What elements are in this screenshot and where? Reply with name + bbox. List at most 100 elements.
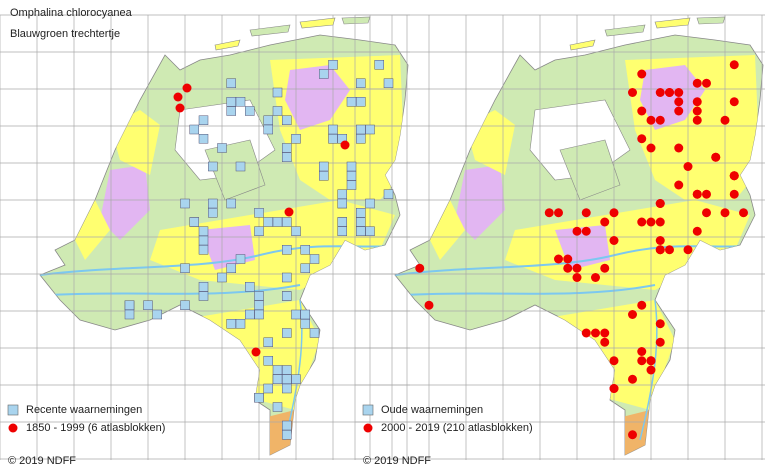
observation-dot (655, 319, 665, 329)
observation-square (300, 319, 310, 329)
observation-square (263, 217, 273, 227)
observation-square (383, 78, 394, 88)
observation-dot (674, 106, 684, 116)
observation-square (263, 383, 273, 394)
observation-dot (655, 88, 665, 97)
observation-square (282, 420, 292, 431)
observation-square (337, 217, 347, 227)
observation-dot (674, 88, 684, 97)
observation-dot (637, 134, 647, 144)
observation-dot (729, 60, 739, 70)
observation-square (254, 226, 264, 236)
observation-square (300, 263, 310, 273)
observation-square (328, 124, 338, 135)
observation-dot (665, 88, 674, 97)
observation-square (337, 198, 347, 209)
observation-square (198, 115, 209, 125)
legend-label: 2000 - 2019 (210 atlasblokken) (381, 422, 533, 434)
observation-dot (600, 337, 610, 347)
observation-square (189, 217, 199, 227)
observation-square (319, 161, 329, 172)
observation-square (300, 245, 310, 255)
observation-square (282, 374, 292, 384)
observation-square (365, 198, 375, 209)
observation-dot (655, 217, 665, 227)
observation-square (235, 254, 246, 264)
observation-square (198, 282, 209, 292)
observation-square (328, 134, 338, 144)
observation-dot (674, 143, 684, 153)
legend-label: Recente waarnemingen (26, 404, 142, 416)
observation-dot (702, 78, 711, 88)
observation-dot (646, 115, 656, 125)
observation-dot (591, 328, 600, 338)
observation-dot (692, 78, 702, 88)
observation-square (208, 161, 218, 172)
observation-square (272, 87, 283, 98)
observation-square (180, 300, 190, 310)
observation-dot (720, 208, 730, 218)
observation-dot (251, 347, 261, 357)
observation-square (328, 60, 338, 70)
observation-dot (655, 199, 665, 208)
observation-dot (637, 217, 647, 227)
observation-square (254, 393, 264, 403)
observation-dot (628, 374, 637, 384)
observation-square (309, 254, 320, 264)
observation-square (282, 383, 292, 394)
observation-square (226, 97, 236, 107)
observation-square (300, 309, 310, 320)
observation-dot (591, 273, 600, 282)
observation-square (189, 124, 199, 135)
observation-square (282, 143, 292, 153)
observation-square (383, 189, 394, 199)
observation-square (291, 374, 301, 384)
observation-square (272, 402, 283, 412)
observation-square (282, 291, 292, 301)
observation-square (346, 180, 357, 190)
observation-dot (729, 189, 739, 199)
observation-square (282, 365, 292, 375)
legend-label: Oude waarnemingen (381, 404, 483, 416)
observation-square (226, 78, 236, 88)
observation-square (198, 226, 209, 236)
observation-dot (637, 69, 647, 79)
observation-dot (674, 97, 684, 107)
observation-dot (600, 263, 610, 273)
observation-dot (554, 208, 563, 218)
observation-dot (609, 208, 619, 218)
observation-square (356, 124, 366, 135)
observation-square (198, 235, 209, 246)
observation-dot (628, 88, 637, 97)
observation-square (282, 115, 292, 125)
observation-dot (284, 207, 294, 217)
observation-square (198, 245, 209, 255)
observation-dot (711, 152, 721, 162)
observation-dot (609, 236, 619, 245)
observation-dot (628, 310, 637, 319)
observation-square (337, 189, 347, 199)
observation-dot (637, 356, 647, 366)
observation-dot (609, 356, 619, 366)
observation-dot (637, 106, 647, 116)
legend-label: 1850 - 1999 (6 atlasblokken) (26, 422, 165, 434)
observation-square (235, 319, 246, 329)
legend-square (362, 404, 374, 416)
observation-dot (600, 217, 610, 227)
observation-dot (646, 217, 656, 227)
observation-square (245, 282, 255, 292)
observation-square (272, 374, 283, 384)
observation-square (245, 309, 255, 320)
observation-square (226, 106, 236, 116)
observation-square (198, 134, 209, 144)
observation-square (208, 198, 218, 209)
observation-square (356, 208, 366, 218)
observation-square (282, 217, 292, 227)
observation-square (356, 217, 366, 227)
observation-dot (544, 208, 554, 218)
observation-square (226, 319, 236, 329)
species-name: Omphalina chlorocyanea (10, 7, 133, 19)
observation-square (245, 106, 255, 116)
observation-dot (646, 143, 656, 153)
